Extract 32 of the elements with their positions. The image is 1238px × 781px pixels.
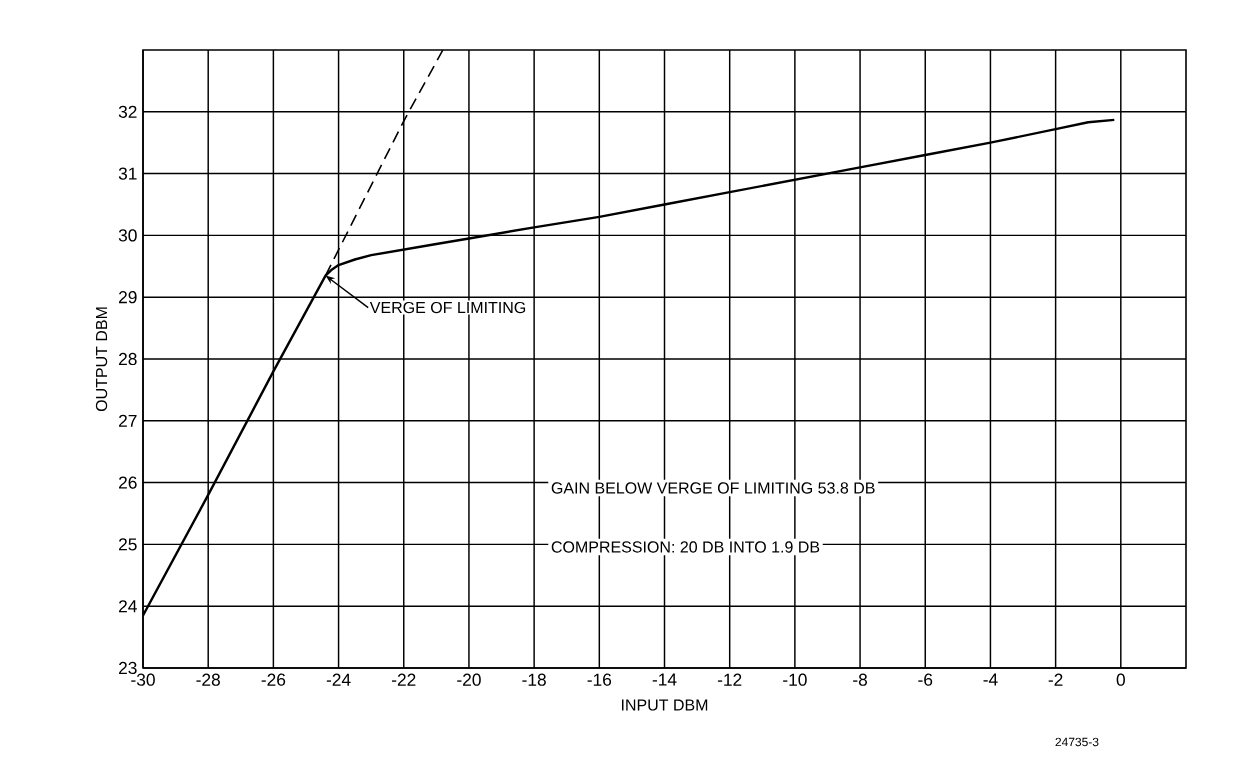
x-tick-label: -18 [522,673,546,686]
y-tick-label: 24 [119,600,137,613]
x-axis-title: INPUT DBM [621,699,708,711]
y-tick-label: 29 [119,291,137,304]
x-tick-label: -26 [261,673,286,686]
x-tick-label: -2 [1048,673,1063,686]
y-axis-title: OUTPUT DBM [95,307,108,412]
y-tick-label: 31 [118,167,137,180]
x-tick-label: -4 [983,673,998,686]
x-tick-label: -22 [392,673,416,686]
x-tick-label: -20 [457,673,481,686]
x-tick-label: -24 [326,673,351,686]
x-tick-label: -28 [196,673,220,686]
x-tick-label: -30 [131,673,155,686]
x-tick-label: -14 [652,673,677,686]
y-tick-label: 27 [119,414,137,427]
y-tick-label: 23 [119,661,137,675]
x-tick-label: 0 [1116,673,1125,686]
y-tick-label: 32 [118,105,137,118]
annotation: COMPRESSION: 20 DB INTO 1.9 DB [551,541,820,553]
y-tick-label: 30 [118,229,137,242]
y-tick-label: 25 [119,538,137,551]
x-tick-label: -16 [587,673,612,686]
x-tick-label: -10 [783,673,807,686]
x-tick-label: -8 [853,673,868,686]
annotation: VERGE OF LIMITING [369,301,526,314]
text: 24735-3 [1055,737,1099,747]
y-tick-label: 26 [119,476,137,489]
annotation: GAIN BELOW VERGE OF LIMITING 53.8 DB [551,482,875,494]
y-tick-label: 28 [119,352,137,366]
x-tick-label: -6 [918,673,933,686]
x-tick-label: -12 [717,673,742,686]
